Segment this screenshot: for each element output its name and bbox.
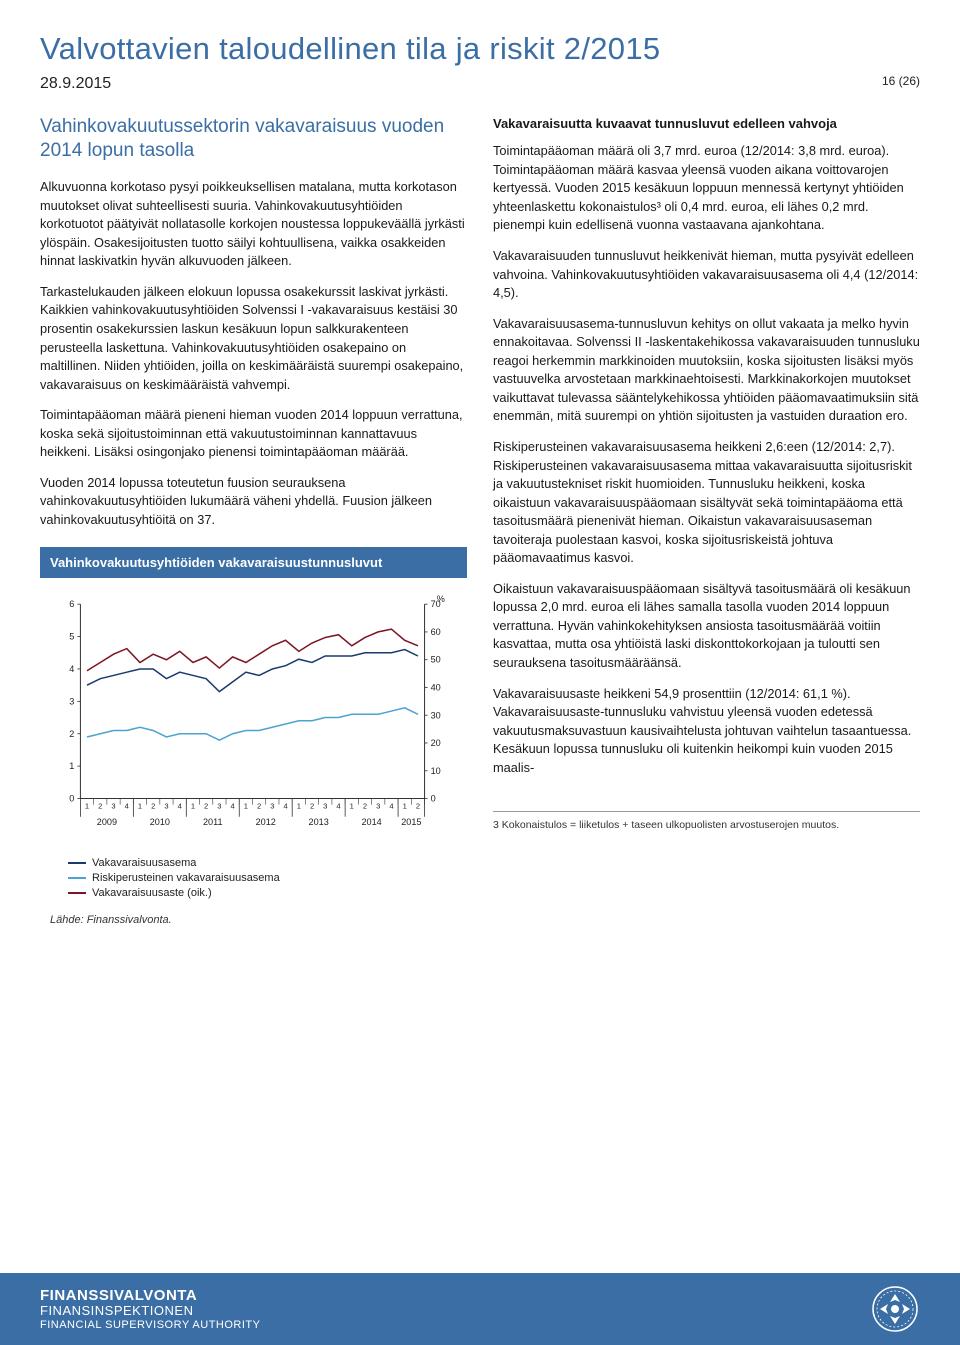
svg-text:20: 20 [431,738,441,748]
svg-text:1: 1 [297,802,301,811]
legend-item: Vakavaraisuusasema [68,857,457,869]
svg-text:1: 1 [244,802,248,811]
footer-brand: FINANSSIVALVONTA FINANSINSPEKTIONEN FINA… [40,1287,260,1332]
svg-text:2: 2 [310,802,314,811]
svg-text:10: 10 [431,766,441,776]
svg-text:50: 50 [431,655,441,665]
svg-text:2: 2 [363,802,367,811]
content-columns: Vahinkovakuutussektorin vakavaraisuus vu… [40,115,920,927]
svg-text:2009: 2009 [97,817,117,827]
svg-text:4: 4 [283,802,287,811]
chart-legend: Vakavaraisuusasema Riskiperusteinen vakav… [40,851,467,904]
paragraph: Vuoden 2014 lopussa toteutetun fuusion s… [40,474,467,530]
legend-swatch [68,892,86,894]
footer-line-3: FINANCIAL SUPERVISORY AUTHORITY [40,1319,260,1332]
svg-text:4: 4 [125,802,129,811]
svg-text:6: 6 [69,600,74,610]
subheading: Vakavaraisuutta kuvaavat tunnusluvut ede… [493,115,920,133]
svg-text:60: 60 [431,627,441,637]
footer-line-1: FINANSSIVALVONTA [40,1287,260,1304]
chart-body: %012345601020304050607012342009123420101… [40,578,467,851]
svg-text:2014: 2014 [361,817,381,827]
svg-text:3: 3 [111,802,115,811]
chart-svg: %012345601020304050607012342009123420101… [46,590,461,843]
paragraph: Vakavaraisuusasema-tunnusluvun kehitys o… [493,315,920,426]
svg-text:4: 4 [69,664,74,674]
svg-text:3: 3 [323,802,327,811]
crest-icon [870,1284,920,1334]
chart-source: Lähde: Finanssivalvonta. [40,904,467,926]
svg-text:2: 2 [151,802,155,811]
section-heading: Vahinkovakuutussektorin vakavaraisuus vu… [40,115,467,164]
svg-text:30: 30 [431,711,441,721]
legend-swatch [68,877,86,879]
svg-text:4: 4 [389,802,393,811]
svg-text:40: 40 [431,683,441,693]
svg-text:3: 3 [164,802,168,811]
svg-text:2: 2 [69,729,74,739]
legend-label: Riskiperusteinen vakavaraisuusasema [92,872,280,884]
svg-text:2013: 2013 [309,817,329,827]
date: 28.9.2015 [40,75,920,93]
left-column: Vahinkovakuutussektorin vakavaraisuus vu… [40,115,467,927]
legend-item: Riskiperusteinen vakavaraisuusasema [68,872,457,884]
svg-text:1: 1 [85,802,89,811]
svg-text:3: 3 [270,802,274,811]
header: Valvottavien taloudellinen tila ja riski… [40,30,920,93]
svg-text:4: 4 [178,802,182,811]
svg-text:4: 4 [336,802,340,811]
svg-text:2: 2 [257,802,261,811]
svg-text:2010: 2010 [150,817,170,827]
footer-line-2: FINANSINSPEKTIONEN [40,1304,260,1319]
paragraph: Toimintapääoman määrä oli 3,7 mrd. euroa… [493,142,920,235]
svg-text:2011: 2011 [203,817,223,827]
page: 16 (26) Valvottavien taloudellinen tila … [0,0,960,1345]
page-number: 16 (26) [882,74,920,88]
svg-text:2: 2 [98,802,102,811]
legend-item: Vakavaraisuusaste (oik.) [68,887,457,899]
svg-text:2: 2 [204,802,208,811]
paragraph: Oikaistuun vakavaraisuuspääomaan sisälty… [493,580,920,673]
paragraph: Tarkastelukauden jälkeen elokuun lopussa… [40,283,467,394]
chart: Vahinkovakuutusyhtiöiden vakavaraisuustu… [40,547,467,926]
paragraph: Vakavaraisuuden tunnusluvut heikkenivät … [493,247,920,303]
svg-text:0: 0 [69,794,74,804]
svg-text:5: 5 [69,632,74,642]
svg-text:2012: 2012 [256,817,276,827]
svg-text:70: 70 [431,600,441,610]
paragraph: Riskiperusteinen vakavaraisuusasema heik… [493,438,920,568]
svg-text:1: 1 [69,762,74,772]
svg-text:4: 4 [231,802,235,811]
svg-text:2015: 2015 [401,817,421,827]
svg-text:1: 1 [138,802,142,811]
legend-label: Vakavaraisuusaste (oik.) [92,887,212,899]
svg-text:3: 3 [217,802,221,811]
paragraph: Toimintapääoman määrä pieneni hieman vuo… [40,406,467,462]
page-title: Valvottavien taloudellinen tila ja riski… [40,30,920,69]
svg-text:0: 0 [431,794,436,804]
right-column: Vakavaraisuutta kuvaavat tunnusluvut ede… [493,115,920,927]
legend-label: Vakavaraisuusasema [92,857,196,869]
paragraph: Vakavaraisuusaste heikkeni 54,9 prosentt… [493,685,920,778]
svg-text:1: 1 [191,802,195,811]
svg-text:1: 1 [350,802,354,811]
footer: FINANSSIVALVONTA FINANSINSPEKTIONEN FINA… [0,1273,960,1345]
legend-swatch [68,862,86,864]
chart-title: Vahinkovakuutusyhtiöiden vakavaraisuustu… [40,547,467,578]
footnote: 3 Kokonaistulos = liiketulos + taseen ul… [493,811,920,832]
svg-text:1: 1 [403,802,407,811]
paragraph: Alkuvuonna korkotaso pysyi poikkeukselli… [40,178,467,271]
svg-text:3: 3 [69,697,74,707]
svg-text:3: 3 [376,802,380,811]
svg-text:2: 2 [416,802,420,811]
